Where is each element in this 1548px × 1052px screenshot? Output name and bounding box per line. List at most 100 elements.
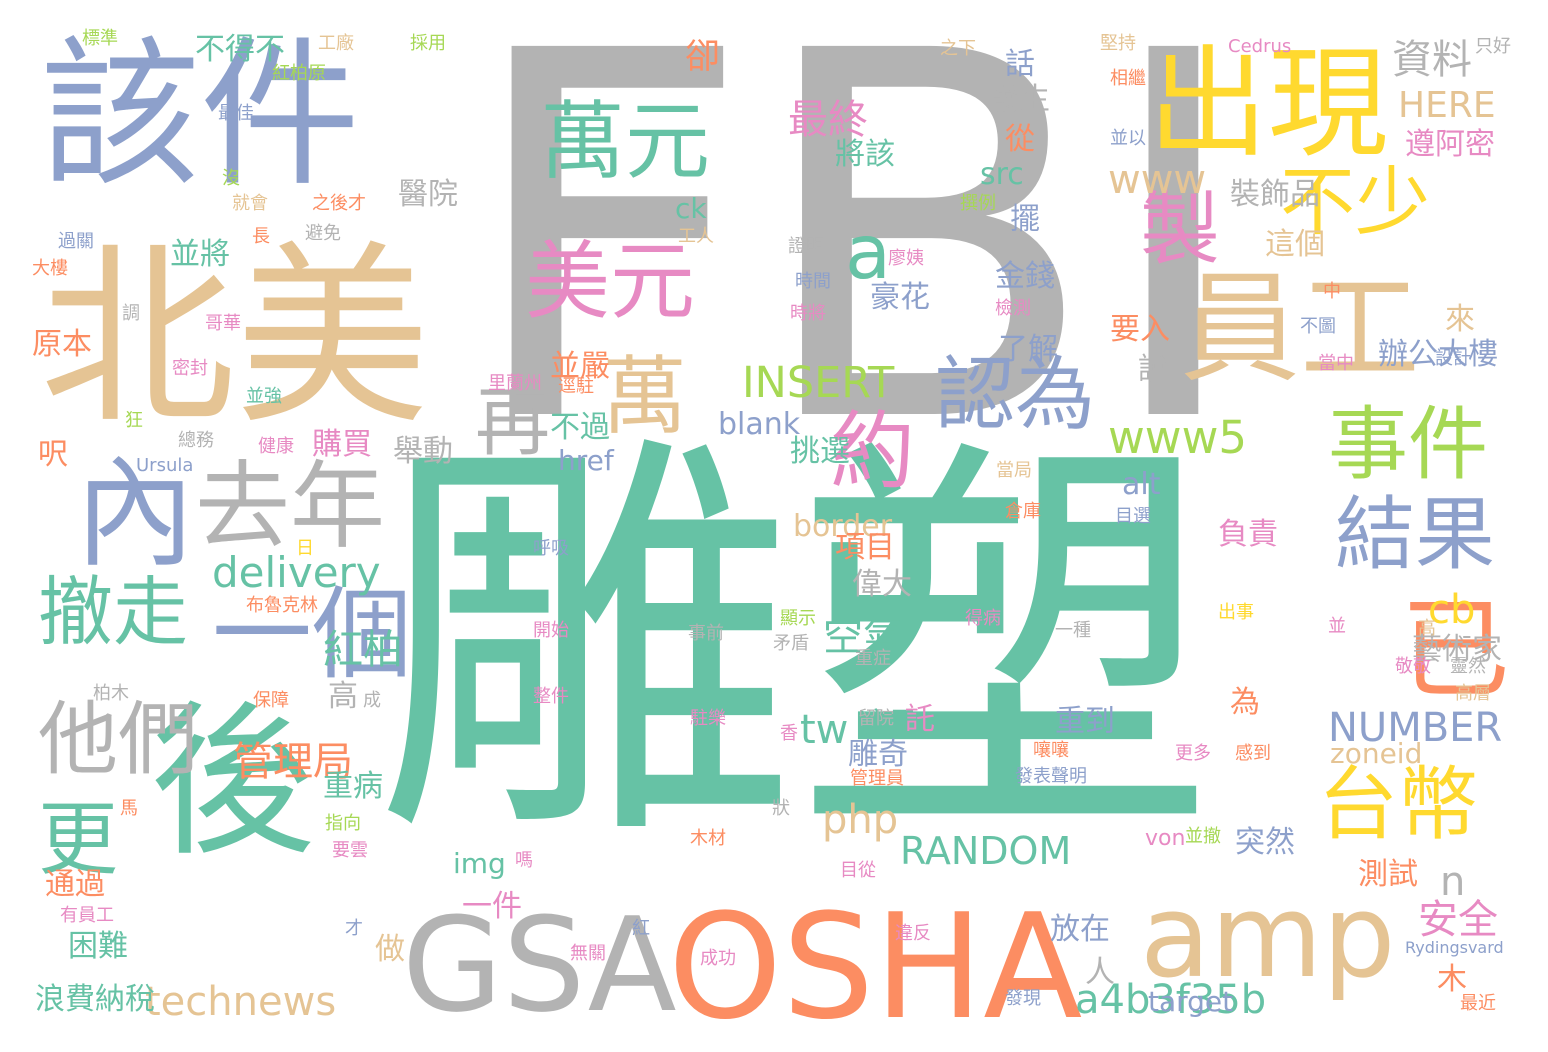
- cloud-word: cb: [1428, 587, 1476, 633]
- cloud-word: 長: [252, 226, 270, 247]
- cloud-word: 發生: [990, 82, 1050, 117]
- cloud-word: NUMBER: [1328, 705, 1503, 751]
- cloud-word: 困難: [68, 929, 128, 964]
- cloud-word: 突然: [1235, 825, 1295, 860]
- cloud-word: www5: [1108, 411, 1248, 464]
- cloud-word: a4b3f35b: [1075, 977, 1267, 1023]
- cloud-word: 堅持: [1100, 33, 1136, 54]
- cloud-word: 再: [475, 378, 551, 466]
- cloud-word: 製: [1140, 183, 1220, 276]
- cloud-word: 要雲: [332, 840, 368, 861]
- cloud-word: 出現: [1148, 35, 1388, 174]
- cloud-word: 要入: [1110, 312, 1170, 347]
- cloud-word: 已: [1400, 586, 1510, 714]
- cloud-word: 採用: [410, 33, 446, 54]
- cloud-word: 並嚴: [550, 349, 610, 384]
- cloud-word: 成功: [700, 948, 736, 969]
- cloud-word: 遵阿密: [1405, 127, 1495, 162]
- cloud-word: 舉動: [393, 434, 453, 469]
- cloud-word: 了解: [998, 332, 1058, 367]
- cloud-word: 紅: [632, 918, 650, 939]
- cloud-word: 開始: [533, 620, 569, 641]
- cloud-word: 浪費納稅: [35, 982, 155, 1017]
- cloud-word: 認為: [935, 348, 1095, 441]
- cloud-word: 目從: [840, 860, 876, 881]
- cloud-word: 設計: [1435, 348, 1471, 369]
- cloud-word: 感到: [1235, 743, 1271, 764]
- cloud-word: 員工: [1180, 260, 1420, 399]
- cloud-word: 紅柏原: [272, 63, 326, 84]
- cloud-word: 標準: [82, 28, 118, 49]
- cloud-word: target: [1148, 985, 1234, 1018]
- cloud-word: 空氣: [823, 614, 903, 660]
- cloud-word: www: [1108, 157, 1207, 203]
- cloud-word: 得病: [965, 608, 1001, 629]
- cloud-word: 台幣: [1318, 758, 1478, 851]
- cloud-word: 總務: [178, 430, 214, 451]
- cloud-word: 負責: [1218, 517, 1278, 552]
- cloud-word: php: [822, 797, 899, 843]
- cloud-word: 管理員: [850, 768, 904, 789]
- cloud-word: 顯示: [780, 608, 816, 629]
- cloud-word: 香: [780, 723, 798, 744]
- cloud-word: 高: [328, 679, 358, 714]
- cloud-word: 萬元: [540, 93, 711, 192]
- cloud-word: 一個: [212, 576, 412, 693]
- cloud-word: 並以: [1110, 128, 1146, 149]
- cloud-word: 去年: [195, 452, 386, 562]
- cloud-word: 工廠: [318, 33, 354, 54]
- cloud-word: tw: [800, 707, 849, 753]
- cloud-word: 檢測: [995, 298, 1031, 319]
- cloud-word: 沒: [222, 168, 240, 189]
- cloud-word: 豪花: [870, 280, 930, 315]
- cloud-word: href: [558, 444, 614, 477]
- cloud-word: 敬敬: [1395, 656, 1431, 677]
- cloud-word: 發現: [1005, 988, 1041, 1009]
- cloud-word: technews: [145, 979, 337, 1025]
- cloud-word: 才: [345, 918, 363, 939]
- cloud-word: GSA: [402, 889, 677, 1041]
- cloud-word: 金錢: [995, 259, 1055, 294]
- cloud-word: 並: [1328, 616, 1346, 637]
- cloud-word: 通過: [45, 867, 105, 902]
- cloud-word: 時將: [790, 303, 826, 324]
- cloud-word: RANDOM: [900, 829, 1072, 873]
- cloud-word: ck: [675, 192, 707, 225]
- cloud-word: 木材: [690, 828, 726, 849]
- cloud-word: 健康: [258, 436, 294, 457]
- cloud-word: 項目: [835, 530, 895, 565]
- cloud-word: 醫院: [398, 177, 458, 212]
- cloud-word: 呼吸: [533, 538, 569, 559]
- cloud-word: 靈然: [1450, 656, 1486, 677]
- cloud-word: 馬: [120, 798, 138, 819]
- cloud-word: 事前: [688, 623, 724, 644]
- cloud-word: 狂: [125, 410, 143, 431]
- cloud-word: 更: [38, 793, 118, 886]
- cloud-word: amp: [1140, 870, 1396, 1004]
- cloud-word: zoneid: [1330, 737, 1423, 770]
- cloud-word: 嚷嚷: [1033, 740, 1069, 761]
- cloud-word: 目選: [1115, 506, 1151, 527]
- cloud-word: 重到: [1055, 704, 1115, 739]
- cloud-word: 指向: [325, 813, 361, 834]
- cloud-word: von: [1145, 826, 1186, 851]
- cloud-word: 當中: [1318, 353, 1354, 374]
- cloud-word: 逕駐: [558, 376, 594, 397]
- cloud-word: 狀: [772, 798, 790, 819]
- cloud-word: 測試: [1358, 857, 1418, 892]
- cloud-word: 密封: [172, 358, 208, 379]
- cloud-word: 不少: [1280, 158, 1431, 246]
- cloud-word: FBI: [462, 0, 1248, 534]
- cloud-word: 來: [1445, 302, 1475, 337]
- cloud-word: 高層: [1455, 683, 1491, 704]
- cloud-word: 他們: [38, 693, 198, 786]
- cloud-word: 事件: [1328, 398, 1488, 491]
- cloud-word: 結果: [1335, 488, 1495, 581]
- cloud-word: 偉大: [852, 567, 912, 602]
- cloud-word: border: [793, 509, 893, 544]
- cloud-word: Ursula: [136, 455, 194, 476]
- cloud-word: 撤走: [38, 568, 189, 656]
- cloud-word: 一種: [1055, 620, 1091, 641]
- cloud-word: 不過: [550, 410, 610, 445]
- cloud-word: 呎: [38, 437, 68, 472]
